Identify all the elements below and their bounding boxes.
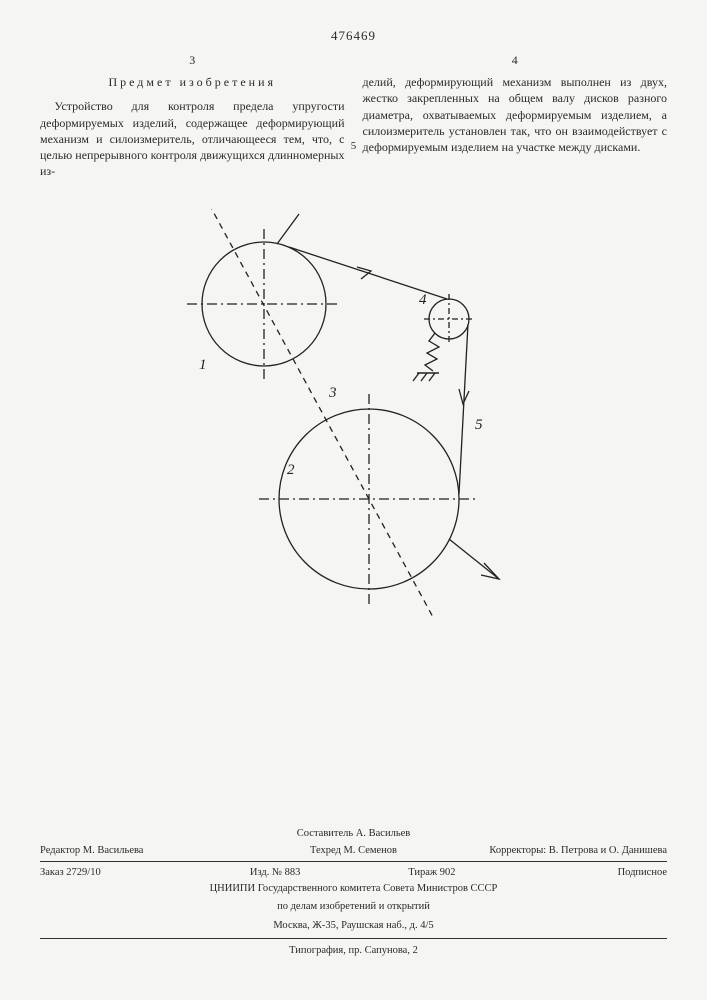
footer-credits-row: Редактор М. Васильева Техред М. Семенов … <box>40 843 667 858</box>
patent-page: 476469 3 Предмет изобретения Устройство … <box>0 0 707 1000</box>
subject-heading: Предмет изобретения <box>40 74 345 90</box>
fig-label-4: 4 <box>419 292 427 308</box>
patent-number: 476469 <box>40 28 667 44</box>
spring <box>425 333 439 371</box>
footer-order: Заказ 2729/10 <box>40 867 197 878</box>
footer-address: Москва, Ж-35, Раушская наб., д. 4/5 <box>40 917 667 935</box>
right-column: 4 делий, деформирующий механизм выполнен… <box>363 52 668 179</box>
footer-org2: по делам изобретений и открытий <box>40 898 667 916</box>
left-paragraph: Устройство для контроля предела упругост… <box>40 98 345 179</box>
text-columns: 3 Предмет изобретения Устройство для кон… <box>40 52 667 179</box>
belt-in <box>277 214 299 244</box>
fig-label-3: 3 <box>328 385 337 401</box>
footer-org1: ЦНИИПИ Государственного комитета Совета … <box>40 880 667 898</box>
footer-typography: Типография, пр. Сапунова, 2 <box>40 942 667 960</box>
left-page-num: 3 <box>40 52 345 68</box>
footer-izd: Изд. № 883 <box>197 867 354 878</box>
fig-label-2: 2 <box>287 462 295 478</box>
footer-compiler: Составитель А. Васильев <box>40 825 667 843</box>
right-paragraph: делий, деформирующий механизм выполнен и… <box>363 74 668 155</box>
patent-figure: 1 2 3 4 5 <box>139 209 569 629</box>
line-marker-5: 5 <box>351 140 357 152</box>
fig-label-5: 5 <box>475 417 483 433</box>
footer-subscript: Подписное <box>510 867 667 878</box>
belt-down <box>459 324 468 494</box>
fig-label-1: 1 <box>199 357 207 373</box>
footer-techred: Техред М. Семенов <box>249 845 458 856</box>
footer-correctors: Корректоры: В. Петрова и О. Данишева <box>458 845 667 856</box>
footer: Составитель А. Васильев Редактор М. Васи… <box>40 825 667 960</box>
right-page-num: 4 <box>363 52 668 68</box>
ground-h2 <box>421 373 427 381</box>
arrow-top <box>357 267 371 279</box>
footer-print-row: Заказ 2729/10 Изд. № 883 Тираж 902 Подпи… <box>40 865 667 880</box>
footer-tirazh: Тираж 902 <box>354 867 511 878</box>
footer-rule-1 <box>40 861 667 862</box>
left-column: 3 Предмет изобретения Устройство для кон… <box>40 52 345 179</box>
footer-editor: Редактор М. Васильева <box>40 845 249 856</box>
belt-out <box>449 539 499 579</box>
ground-h1 <box>413 373 419 381</box>
footer-rule-2 <box>40 938 667 939</box>
ground-h3 <box>429 373 435 381</box>
